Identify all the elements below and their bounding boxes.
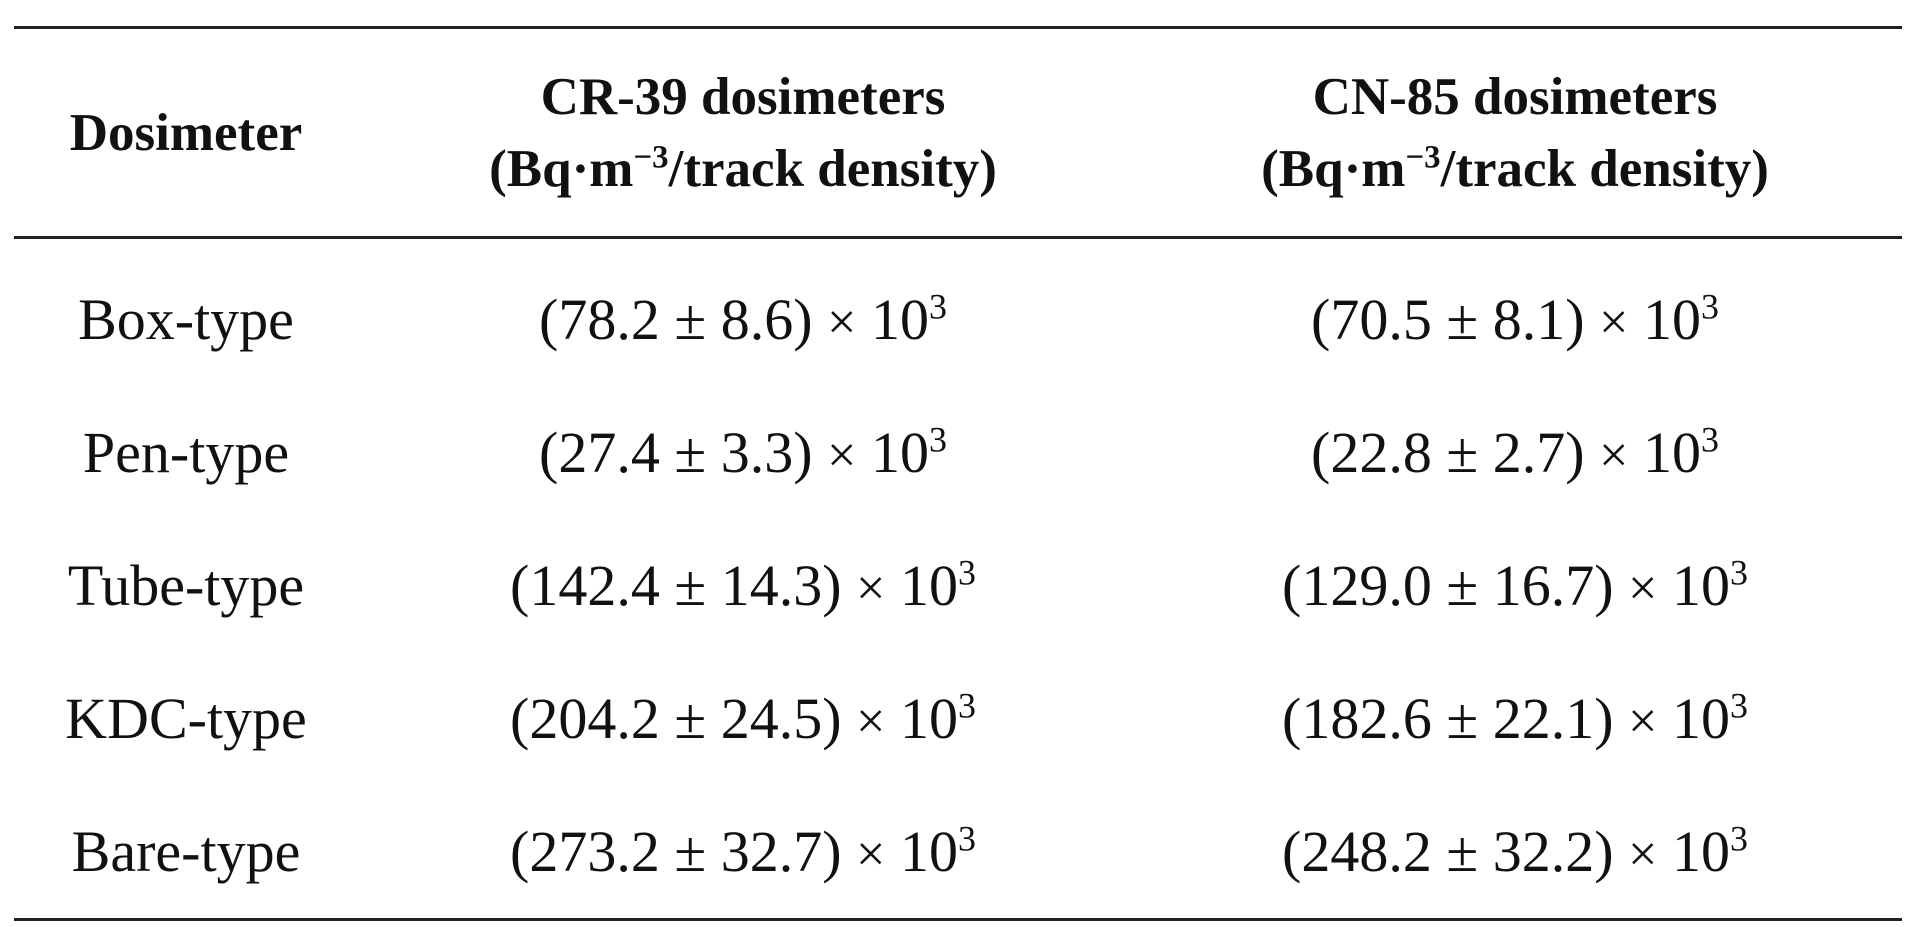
table-row: Bare-type (273.2 ± 32.7) × 103 (248.2 ± … <box>14 785 1902 920</box>
cell-dosimeter: Bare-type <box>71 819 301 884</box>
cell-cn85: (182.6 ± 22.1) × 103 <box>1282 685 1748 751</box>
header-cr39-unit: (Bq·m−3/track density) <box>489 138 997 198</box>
cell-cr39: (204.2 ± 24.5) × 103 <box>510 685 976 751</box>
cell-cn85: (70.5 ± 8.1) × 103 <box>1311 286 1719 352</box>
header-cr39-title: CR-39 dosimeters <box>540 67 946 126</box>
header-cn85-title: CN-85 dosimeters <box>1312 67 1718 126</box>
header-dosimeter-label: Dosimeter <box>69 103 303 162</box>
dosimeter-calibration-table: Dosimeter CR-39 dosimeters (Bq·m−3/track… <box>14 26 1902 921</box>
header-cn85-unit: (Bq·m−3/track density) <box>1261 138 1769 198</box>
table-row: Tube-type (142.4 ± 14.3) × 103 (129.0 ± … <box>14 519 1902 652</box>
cell-cr39: (27.4 ± 3.3) × 103 <box>539 419 947 485</box>
cell-dosimeter: Tube-type <box>67 553 305 618</box>
cell-cn85: (129.0 ± 16.7) × 103 <box>1282 552 1748 618</box>
cell-dosimeter: Box-type <box>78 287 294 352</box>
cell-cn85: (248.2 ± 32.2) × 103 <box>1282 818 1748 884</box>
table-row: KDC-type (204.2 ± 24.5) × 103 (182.6 ± 2… <box>14 652 1902 785</box>
table-row: Pen-type (27.4 ± 3.3) × 103 (22.8 ± 2.7)… <box>14 386 1902 519</box>
header-dosimeter: Dosimeter <box>14 28 358 238</box>
cell-cn85: (22.8 ± 2.7) × 103 <box>1311 419 1719 485</box>
table-row: Box-type (78.2 ± 8.6) × 103 (70.5 ± 8.1)… <box>14 238 1902 387</box>
cell-dosimeter: Pen-type <box>82 420 290 485</box>
table-header: Dosimeter CR-39 dosimeters (Bq·m−3/track… <box>14 27 1902 238</box>
data-table: Dosimeter CR-39 dosimeters (Bq·m−3/track… <box>14 26 1902 921</box>
header-row: Dosimeter CR-39 dosimeters (Bq·m−3/track… <box>14 27 1902 238</box>
cell-cr39: (142.4 ± 14.3) × 103 <box>510 552 976 618</box>
table-body: Box-type (78.2 ± 8.6) × 103 (70.5 ± 8.1)… <box>14 238 1902 920</box>
cell-cr39: (273.2 ± 32.7) × 103 <box>510 818 976 884</box>
header-cr39: CR-39 dosimeters (Bq·m−3/track density) <box>358 28 1128 238</box>
header-cn85: CN-85 dosimeters (Bq·m−3/track density) <box>1128 28 1902 238</box>
cell-cr39: (78.2 ± 8.6) × 103 <box>539 286 947 352</box>
cell-dosimeter: KDC-type <box>65 686 307 751</box>
